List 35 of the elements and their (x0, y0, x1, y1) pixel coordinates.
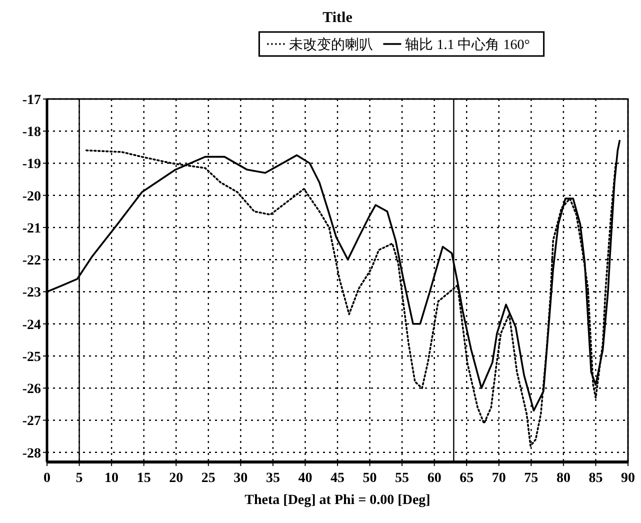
y-tick-label: -21 (22, 221, 41, 236)
y-tick-label: -25 (22, 350, 41, 365)
x-tick-label: 70 (492, 471, 506, 486)
x-tick-label: 60 (427, 471, 442, 486)
x-tick-label: 55 (395, 471, 410, 486)
x-tick-label: 10 (104, 471, 119, 486)
legend-label: 未改变的喇叭 (289, 37, 374, 53)
x-tick-label: 5 (76, 471, 83, 486)
y-tick-label: -19 (22, 157, 41, 172)
y-tick-label: -22 (22, 254, 41, 269)
x-tick-label: 80 (556, 471, 570, 486)
x-tick-label: 65 (460, 471, 474, 486)
y-tick-label: -23 (22, 286, 41, 301)
x-tick-label: 15 (136, 471, 151, 486)
x-tick-label: 90 (621, 471, 635, 486)
x-axis-title: Theta [Deg] at Phi = 0.00 [Deg] (244, 493, 430, 508)
chart-title: Title (322, 10, 353, 26)
x-tick-label: 75 (524, 471, 538, 486)
y-tick-label: -26 (22, 382, 41, 398)
x-tick-label: 45 (330, 471, 344, 486)
x-tick-label: 0 (44, 471, 50, 486)
y-tick-label: -24 (22, 318, 41, 333)
x-tick-label: 35 (266, 471, 280, 486)
y-tick-label: -18 (22, 125, 41, 140)
x-tick-label: 20 (169, 471, 184, 486)
x-tick-label: 50 (362, 471, 377, 486)
y-tick-label: -17 (22, 93, 41, 108)
x-tick-label: 25 (201, 471, 216, 486)
x-tick-label: 85 (588, 471, 603, 486)
x-tick-label: 40 (298, 471, 312, 486)
legend-label: 轴比 1.1 中心角 160° (405, 37, 530, 53)
y-tick-label: -27 (22, 414, 41, 430)
x-tick-label: 30 (234, 471, 248, 486)
y-tick-label: -28 (22, 446, 41, 462)
y-tick-label: -20 (22, 189, 41, 204)
